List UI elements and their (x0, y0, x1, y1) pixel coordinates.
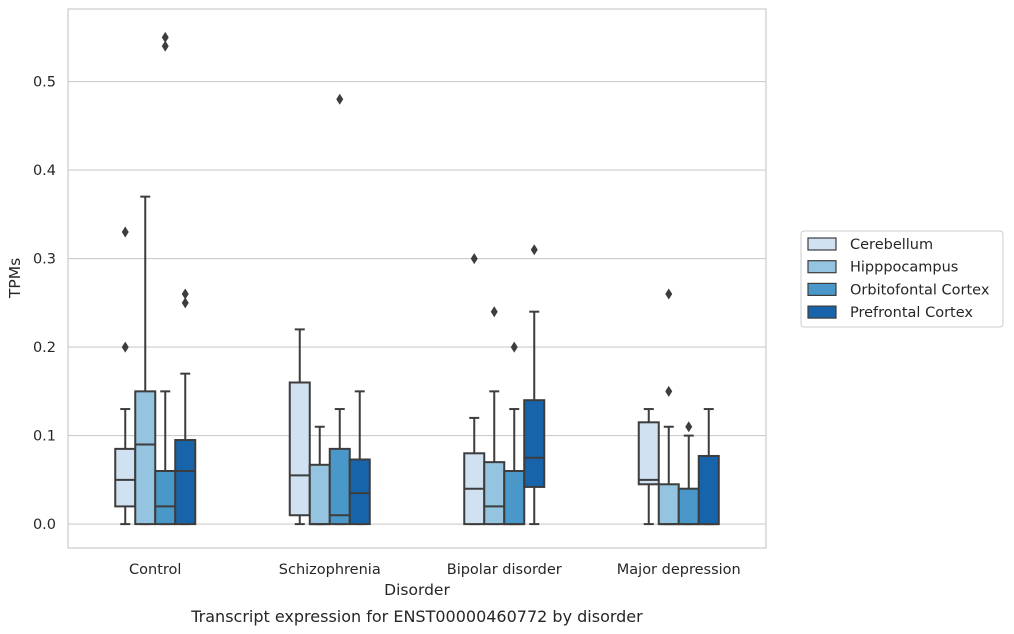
legend-swatch (807, 237, 837, 251)
box (523, 399, 546, 488)
y-axis-ticks: 0.0 0.1 0.2 0.3 0.4 0.5 (33, 75, 56, 534)
legend: Cerebellum Hipppocampus Orbitofontal Corte… (800, 230, 1004, 328)
outlier-point (490, 306, 498, 318)
legend-swatch (807, 305, 837, 319)
series-orbitofontal-cortex (154, 31, 700, 526)
y-tick-label: 0.4 (33, 163, 56, 179)
y-axis-title: TPMs (6, 258, 24, 299)
box (348, 458, 371, 526)
x-axis-title: Disorder (384, 581, 450, 599)
box (677, 487, 700, 526)
legend-label: Hipppocampus (850, 260, 958, 276)
outlier-point (181, 297, 189, 309)
plot-area (67, 8, 767, 549)
box (154, 470, 177, 526)
outlier-point (530, 244, 538, 256)
outlier-point (470, 253, 478, 265)
box (697, 454, 720, 526)
legend-label: Cerebellum (850, 237, 933, 253)
y-tick-label: 0.1 (33, 429, 56, 445)
box (637, 421, 660, 486)
outlier-point (121, 226, 129, 238)
outlier-point (510, 341, 518, 353)
y-tick-label: 0.5 (33, 75, 56, 91)
chart-caption: Transcript expression for ENST0000046077… (190, 607, 643, 626)
outlier-point (181, 288, 189, 300)
legend-label: Prefrontal Cortex (850, 305, 973, 321)
box-series (114, 31, 720, 526)
legend-label: Orbitofontal Cortex (850, 282, 990, 298)
outlier-point (336, 93, 344, 105)
legend-frame (800, 230, 1004, 328)
outlier-point (161, 31, 169, 43)
y-tick-label: 0.2 (33, 340, 56, 356)
x-tick-label: Bipolar disorder (447, 562, 562, 578)
x-axis-ticks: Control Schizophrenia Bipolar disorder Majo… (129, 562, 741, 578)
box (503, 470, 526, 526)
outlier-point (665, 288, 673, 300)
box (328, 447, 351, 526)
y-tick-label: 0.0 (33, 517, 56, 533)
box (657, 483, 680, 526)
x-tick-label: Major depression (617, 562, 741, 578)
y-tick-label: 0.3 (33, 252, 56, 268)
series-hipppocampus (134, 195, 680, 526)
x-tick-label: Schizophrenia (279, 562, 381, 578)
series-cerebellum (114, 226, 660, 526)
outlier-point (665, 385, 673, 397)
x-tick-label: Control (129, 562, 181, 578)
box (134, 390, 157, 526)
legend-swatch (807, 282, 837, 296)
box (288, 381, 311, 517)
outlier-point (161, 40, 169, 52)
box (483, 461, 506, 526)
box (174, 439, 197, 526)
legend-swatch (807, 260, 837, 274)
box (308, 463, 331, 526)
series-prefrontal-cortex (174, 244, 720, 526)
box (114, 447, 137, 508)
outlier-point (685, 421, 693, 433)
outlier-point (121, 341, 129, 353)
